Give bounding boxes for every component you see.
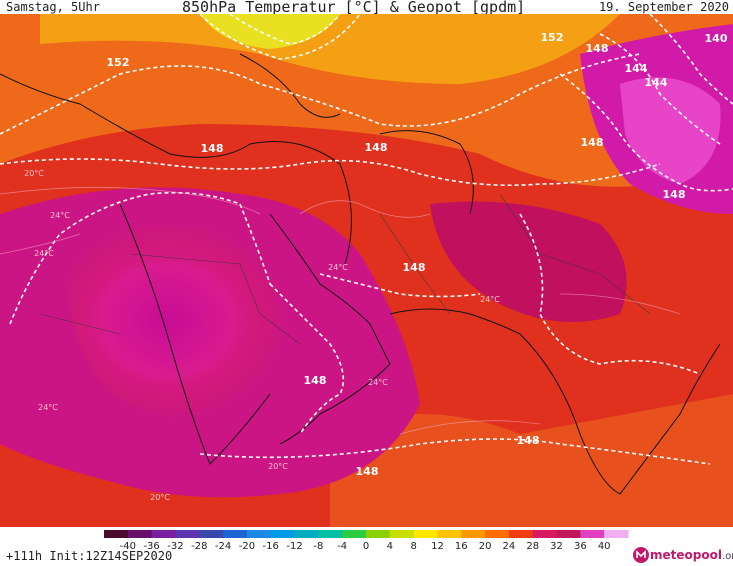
scale-block xyxy=(366,530,391,538)
scale-block xyxy=(151,530,176,538)
temp-label: 20°C xyxy=(268,462,288,471)
contour-label: 148 xyxy=(365,141,388,154)
forecast-time: Samstag, 5Uhr xyxy=(6,0,100,14)
scale-tick-label: 32 xyxy=(550,541,563,551)
legend-area: -40 -36 -32 -28 -24 -20 -16 -12 -8 -4 0 4 8 12 16 20 24 2… xyxy=(0,527,733,566)
temp-label: 20°C xyxy=(150,493,170,502)
scale-tick-label: 36 xyxy=(574,541,587,551)
init-time: +111h Init:12Z14SEP2020 xyxy=(6,549,173,563)
temp-label: 24°C xyxy=(50,211,70,220)
map-title: 850hPa Temperatur [°C] & Geopot [gpdm] xyxy=(182,0,526,16)
brand-name: meteopool.org xyxy=(650,548,733,562)
contour-label: 148 xyxy=(586,42,609,55)
scale-tick-label: 16 xyxy=(455,541,468,551)
contour-label: 148 xyxy=(517,434,540,447)
geopotential-labels-south: 148 xyxy=(356,465,379,478)
scale-block xyxy=(199,530,224,538)
scale-block xyxy=(223,530,248,538)
scale-block xyxy=(389,530,415,538)
temp-label: 24°C xyxy=(368,378,388,387)
scale-tick-label: -40 xyxy=(120,541,136,551)
scale-tick-label: 12 xyxy=(431,541,444,551)
scale-block xyxy=(556,530,581,538)
hot-core-northeast xyxy=(620,77,721,184)
scale-tick-label: -4 xyxy=(337,541,347,551)
temperature-isolines xyxy=(0,186,681,435)
scale-block xyxy=(580,530,605,538)
scale-block xyxy=(461,530,486,538)
contour-label: 148 xyxy=(403,261,426,274)
scale-block xyxy=(318,530,343,538)
weather-map: 152 152 148 148 148 148 148 148 148 148 … xyxy=(0,14,733,527)
scale-tick-label: -28 xyxy=(191,541,207,551)
scale-block xyxy=(270,530,296,538)
scale-tick-label: 0 xyxy=(363,541,369,551)
scale-tick-label: -12 xyxy=(286,541,302,551)
temp-label: 24°C xyxy=(34,249,54,258)
scale-tick-label: 28 xyxy=(526,541,539,551)
scale-block xyxy=(104,530,129,538)
temp-label: 20°C xyxy=(24,169,44,178)
meteopool-logo-icon xyxy=(633,547,649,563)
contour-label: 148 xyxy=(663,188,686,201)
temp-label: 24°C xyxy=(38,403,58,412)
scale-tick-label: -20 xyxy=(239,541,255,551)
contour-label: 148 xyxy=(356,465,379,478)
contour-label: 148 xyxy=(304,374,327,387)
warm-orange-south xyxy=(330,394,733,527)
scale-block xyxy=(175,530,200,538)
geopotential-contours xyxy=(0,14,733,465)
scale-tick-label: -8 xyxy=(313,541,323,551)
coastlines xyxy=(0,53,721,495)
scale-tick-label: 4 xyxy=(387,541,393,551)
scale-tick-label: -32 xyxy=(167,541,183,551)
scale-tick-label: 8 xyxy=(410,541,416,551)
contour-label: 152 xyxy=(107,56,130,69)
scale-ticks: -40 -36 -32 -28 -24 -20 -16 -12 -8 -4 0 4 8 12 16 20 24 2… xyxy=(120,541,611,551)
scale-block xyxy=(127,530,153,538)
scale-block xyxy=(508,530,534,538)
scale-tick-label: -24 xyxy=(215,541,231,551)
scale-tick-label: -36 xyxy=(143,541,159,551)
scale-block xyxy=(342,530,367,538)
contour-label: 152 xyxy=(541,31,564,44)
contour-label: 148 xyxy=(581,136,604,149)
temperature-labels: 24°C 24°C 24°C 24°C 24°C 24°C 20°C 20°C … xyxy=(24,169,500,502)
scale-block xyxy=(413,530,438,538)
country-borders xyxy=(39,193,651,345)
contour-label: 144 xyxy=(645,76,668,89)
contour-label: 144 xyxy=(625,62,648,75)
scale-tick-label: -16 xyxy=(263,541,279,551)
color-scale: -40 -36 -32 -28 -24 -20 -16 -12 -8 -4 0 4 8 12 16 20 24 2… xyxy=(104,530,629,551)
scale-tick-label: 40 xyxy=(598,541,611,551)
contour-label: 140 xyxy=(705,32,728,45)
temp-label: 24°C xyxy=(328,263,348,272)
hot-area-arabia xyxy=(68,198,330,421)
scale-blocks xyxy=(104,530,629,538)
scale-block xyxy=(437,530,462,538)
scale-block xyxy=(246,530,272,538)
scale-block xyxy=(485,530,510,538)
scale-block xyxy=(532,530,558,538)
northern-yellow-band xyxy=(40,14,620,84)
scale-block xyxy=(604,530,629,538)
contour-label: 148 xyxy=(201,142,224,155)
forecast-date: 19. September 2020 xyxy=(598,0,729,14)
scale-tick-label: 20 xyxy=(479,541,492,551)
scale-tick-label: 24 xyxy=(503,541,516,551)
scale-block xyxy=(294,530,319,538)
hot-area-central-asia xyxy=(430,201,627,322)
geopotential-labels: 152 152 148 148 148 148 148 148 148 148 … xyxy=(107,31,728,447)
temp-label: 24°C xyxy=(480,295,500,304)
